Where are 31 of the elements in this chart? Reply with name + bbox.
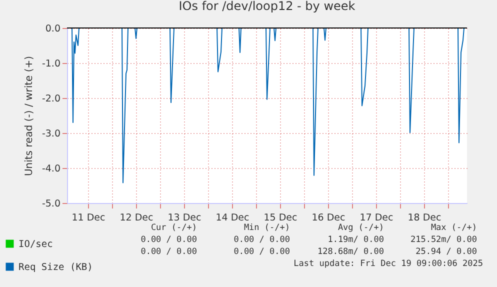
text: Last update: Fri Dec 19 09:00:06 2025 xyxy=(294,259,483,269)
x-tick-label: 14 Dec xyxy=(216,212,250,224)
y-tick-label: -2.0 xyxy=(42,94,60,104)
x-tick-label: 18 Dec xyxy=(408,212,442,224)
y-tick-label: -3.0 xyxy=(42,128,60,140)
text: Avg (-/+) xyxy=(338,223,384,233)
text: 0.00 / 0.00 xyxy=(234,247,290,257)
y-tick-label: -4.0 xyxy=(42,164,60,174)
text: 128.68m/ 0.00 xyxy=(317,247,384,257)
x-tick-label: 15 Dec xyxy=(264,212,298,224)
y-tick-label: 0.0 xyxy=(45,24,60,34)
text: 0.00 / 0.00 xyxy=(140,235,197,245)
x-tick-label: 12 Dec xyxy=(120,212,154,224)
text: 1.19m/ 0.00 xyxy=(328,235,384,245)
chart-title: IOs for /dev/loop12 - by week xyxy=(178,0,356,13)
y-tick-label: -1.0 xyxy=(42,58,60,70)
text: 0.00 / 0.00 xyxy=(140,247,197,257)
text: Min (-/+) xyxy=(244,223,290,233)
text: Cur (-/+) xyxy=(150,223,197,233)
x-tick-label: 13 Dec xyxy=(168,212,202,224)
text: 215.52m/ 0.00 xyxy=(410,235,477,245)
x-tick-label: 16 Dec xyxy=(312,212,346,224)
text: Max (-/+) xyxy=(430,223,477,233)
x-tick-label: 11 Dec xyxy=(72,212,106,224)
legend-label: IO/sec xyxy=(18,238,53,250)
y-axis-title: Units read (-) / write (+) xyxy=(24,56,35,176)
text: 0.00 / 0.00 xyxy=(234,235,290,245)
x-tick-label: 17 Dec xyxy=(360,212,394,224)
legend-label: Req Size (KB) xyxy=(18,262,93,273)
y-tick-label: -5.0 xyxy=(42,198,60,210)
text: 25.94 / 0.00 xyxy=(416,247,477,257)
